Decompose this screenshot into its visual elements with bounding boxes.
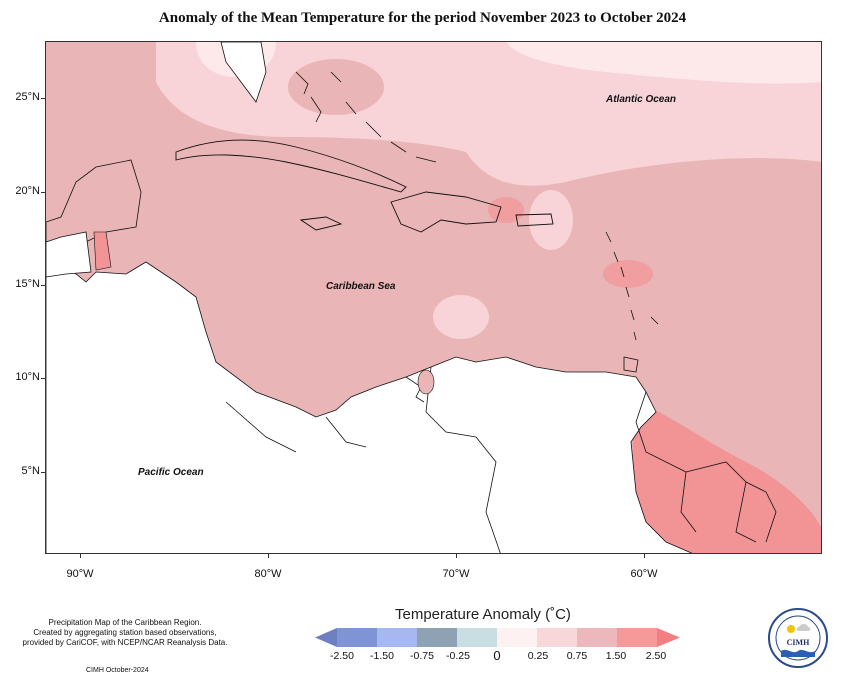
legend-tick-label: -0.25 <box>446 650 470 662</box>
land-guatemala <box>46 231 92 278</box>
lat-label: 20°N <box>15 185 40 197</box>
legend-tick-label: 0.25 <box>527 650 549 662</box>
lon-tick <box>268 554 269 558</box>
legend-swatch <box>457 628 497 647</box>
lon-label: 60°W <box>630 568 658 580</box>
footnote-line: Created by aggregating station based obs… <box>33 628 217 637</box>
legend-colorbar <box>315 628 680 647</box>
lat-tick <box>41 98 45 99</box>
land-hispaniola <box>390 191 502 233</box>
land-bahamas <box>295 71 437 163</box>
lat-label: 10°N <box>15 371 40 383</box>
legend-tick-label: -2.50 <box>330 650 354 662</box>
anomaly-map <box>46 42 821 553</box>
anomaly-band-0-25-atlantic <box>506 42 821 84</box>
legend-tick-label: 0.75 <box>566 650 588 662</box>
legend-swatch <box>537 628 577 647</box>
map-footnote: Precipitation Map of the Caribbean Regio… <box>14 618 236 648</box>
cimh-logo: CIMH <box>768 608 828 668</box>
lon-tick <box>80 554 81 558</box>
legend-tick-label: 0 <box>493 648 501 663</box>
logo-text: CIMH <box>787 638 810 647</box>
wave-icon <box>781 649 815 657</box>
lat-tick <box>41 378 45 379</box>
caribbean-sea-label: Caribbean Sea <box>326 281 396 292</box>
land-puerto-rico <box>515 213 554 227</box>
land-trinidad <box>623 356 639 373</box>
legend-swatch <box>337 628 377 647</box>
legend-swatch <box>315 628 337 647</box>
map-title: Anomaly of the Mean Temperature for the … <box>158 10 687 26</box>
legend-swatch <box>377 628 417 647</box>
logo-inner-ring <box>775 615 821 661</box>
land-lesser-antilles <box>605 231 659 341</box>
land-cuba <box>175 139 407 193</box>
map-panel[interactable] <box>45 41 822 554</box>
land-borders <box>225 366 777 553</box>
lake-maracaibo <box>417 369 435 395</box>
atlantic-ocean-label: Atlantic Ocean <box>606 94 677 105</box>
legend-swatch <box>497 628 537 647</box>
anomaly-spot-bahamas <box>288 59 384 115</box>
lat-label: 5°N <box>21 465 40 477</box>
lon-label: 90°W <box>66 568 94 580</box>
legend-tick-label: -1.50 <box>370 650 394 662</box>
legend-tick-label: -0.75 <box>410 650 434 662</box>
legend-swatch <box>617 628 657 647</box>
footnote-line: Precipitation Map of the Caribbean Regio… <box>48 618 202 627</box>
footnote-line: provided by CariCOF, with NCEP/NCAR Rean… <box>22 638 228 647</box>
legend-swatch <box>577 628 617 647</box>
lat-label: 25°N <box>15 91 40 103</box>
sun-icon <box>787 625 795 633</box>
cloud-icon <box>796 624 811 631</box>
anomaly-spot-puerto-rico <box>488 197 524 223</box>
lon-label: 70°W <box>442 568 470 580</box>
anomaly-band-2-50-guianas <box>632 402 821 553</box>
land-florida <box>220 42 267 103</box>
lon-tick <box>456 554 457 558</box>
pacific-ocean-label: Pacific Ocean <box>138 467 204 478</box>
lon-label: 80°W <box>254 568 282 580</box>
legend-title: Temperature Anomaly (˚C) <box>395 606 571 623</box>
lon-tick <box>644 554 645 558</box>
legend-tick-label: 2.50 <box>645 650 667 662</box>
land-belize <box>93 231 112 271</box>
credit-text: CIMH October-2024 <box>86 667 149 674</box>
anomaly-patch-virgin-islands <box>529 190 573 250</box>
legend-tick-label: 1.50 <box>605 650 627 662</box>
lat-tick <box>41 192 45 193</box>
anomaly-spot-lesser-antilles <box>603 260 653 288</box>
legend-swatch <box>417 628 457 647</box>
lat-label: 15°N <box>15 278 40 290</box>
legend-swatch <box>657 628 680 647</box>
land-jamaica <box>299 216 343 231</box>
anomaly-patch-venezuela-coast <box>433 295 489 339</box>
lat-tick <box>41 285 45 286</box>
lat-tick <box>41 472 45 473</box>
